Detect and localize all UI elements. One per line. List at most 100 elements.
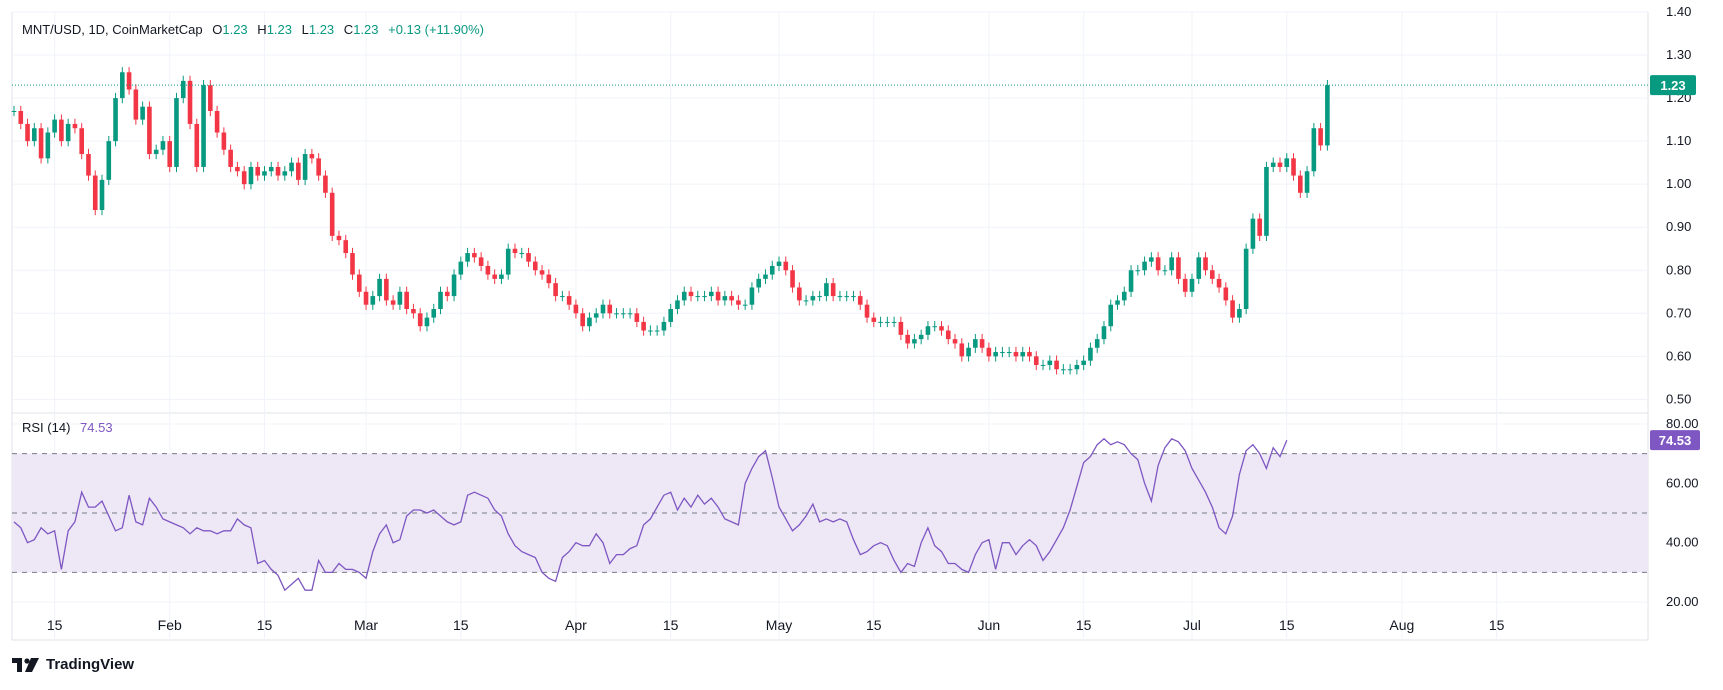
candle-body — [201, 85, 206, 167]
candle-body — [1318, 128, 1323, 146]
candle-body — [167, 141, 173, 167]
candle-body — [512, 248, 518, 254]
candle-body — [262, 171, 267, 176]
candle-body — [600, 304, 606, 314]
candle-body — [147, 106, 152, 155]
candle-body — [1169, 257, 1174, 271]
candle-body — [160, 141, 166, 150]
candle-body — [248, 166, 254, 185]
candle-body — [194, 123, 200, 167]
candle-body — [1291, 158, 1296, 176]
candle-body — [472, 253, 477, 258]
rsi-line — [13, 437, 1288, 592]
candle-body — [566, 296, 572, 305]
candle-body — [289, 162, 294, 172]
candle-body — [411, 309, 416, 314]
candle-body — [32, 128, 37, 142]
candle-body — [614, 313, 619, 315]
candle-body — [478, 257, 484, 266]
candle-body — [431, 309, 437, 318]
candle-body — [1284, 158, 1290, 167]
candle-body — [593, 313, 599, 318]
candle-body — [526, 253, 531, 262]
candle-body — [932, 326, 938, 328]
candle-body — [830, 283, 836, 297]
candle-body — [1121, 291, 1127, 301]
candle-body — [918, 334, 924, 340]
candle-body — [180, 80, 186, 99]
rsi-tick-label: 60.00 — [1666, 475, 1699, 490]
time-tick-label: 15 — [1279, 617, 1295, 633]
candle-body — [641, 321, 646, 331]
candle-body — [1182, 278, 1188, 292]
candle-body — [560, 296, 565, 298]
time-tick-label: Jun — [978, 617, 1001, 633]
candle-body — [1270, 162, 1276, 167]
time-tick-label: 15 — [257, 617, 273, 633]
candle-body — [959, 343, 965, 357]
candle-body — [668, 309, 673, 322]
candle-body — [79, 128, 84, 155]
candle-body — [573, 304, 579, 314]
candle-body — [235, 166, 240, 172]
candle-body — [1250, 218, 1256, 249]
price-tick-label: 1.30 — [1666, 47, 1691, 62]
candle-body — [1216, 278, 1222, 288]
change-value: +0.13 (+11.90%) — [388, 22, 485, 37]
time-tick-label: Mar — [354, 617, 378, 633]
candle-body — [810, 296, 816, 301]
candle-body — [241, 171, 247, 185]
candle-body — [350, 253, 355, 275]
time-tick-label: 15 — [1076, 617, 1092, 633]
candle-body — [424, 317, 430, 327]
candle-body — [228, 149, 233, 167]
candle-body — [336, 235, 342, 241]
candle-body — [370, 296, 376, 305]
candle-body — [1027, 352, 1032, 357]
candle-body — [1000, 352, 1005, 354]
open-label: O — [212, 22, 223, 37]
candle-body — [1162, 270, 1168, 272]
tradingview-logo[interactable]: TradingView — [12, 656, 134, 673]
candle-body — [126, 72, 132, 90]
time-tick-label: Feb — [158, 617, 182, 633]
candle-body — [1203, 257, 1208, 271]
candle-body — [729, 296, 734, 301]
candle-body — [275, 166, 281, 176]
candle-body — [1101, 326, 1107, 340]
candle-body — [621, 313, 626, 315]
candle-body — [1311, 128, 1317, 172]
candle-body — [722, 296, 728, 301]
candle-body — [1196, 257, 1202, 279]
candle-body — [939, 326, 944, 331]
candle-body — [59, 119, 64, 142]
candle-body — [268, 166, 274, 172]
candle-body — [952, 339, 958, 344]
candle-body — [302, 154, 308, 180]
candle-body — [52, 119, 57, 133]
candle-body — [1020, 352, 1026, 357]
candle-body — [661, 321, 667, 331]
rsi-legend: RSI (14) 74.53 — [22, 420, 113, 435]
candle-body — [417, 313, 423, 327]
price-tick-label: 0.50 — [1666, 391, 1691, 406]
last-price-badge — [1650, 75, 1696, 96]
candle-body — [993, 352, 998, 357]
rsi-last-label: 74.53 — [1659, 433, 1692, 448]
candle-body — [817, 296, 822, 298]
candle-body — [695, 296, 701, 298]
candle-body — [1223, 287, 1229, 301]
candle-body — [783, 261, 789, 271]
candle-body — [377, 278, 382, 297]
candle-body — [323, 175, 328, 193]
candle-body — [702, 296, 707, 298]
candle-body — [837, 296, 843, 298]
candle-body — [688, 291, 694, 297]
candle-body — [925, 326, 931, 335]
candle-body — [607, 304, 613, 314]
candle-body — [654, 330, 660, 332]
candle-body — [1237, 309, 1242, 318]
candle-body — [973, 339, 978, 348]
price-tick-label: 1.00 — [1666, 176, 1691, 191]
